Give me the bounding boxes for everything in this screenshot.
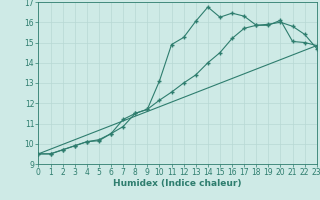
X-axis label: Humidex (Indice chaleur): Humidex (Indice chaleur) [113, 179, 242, 188]
